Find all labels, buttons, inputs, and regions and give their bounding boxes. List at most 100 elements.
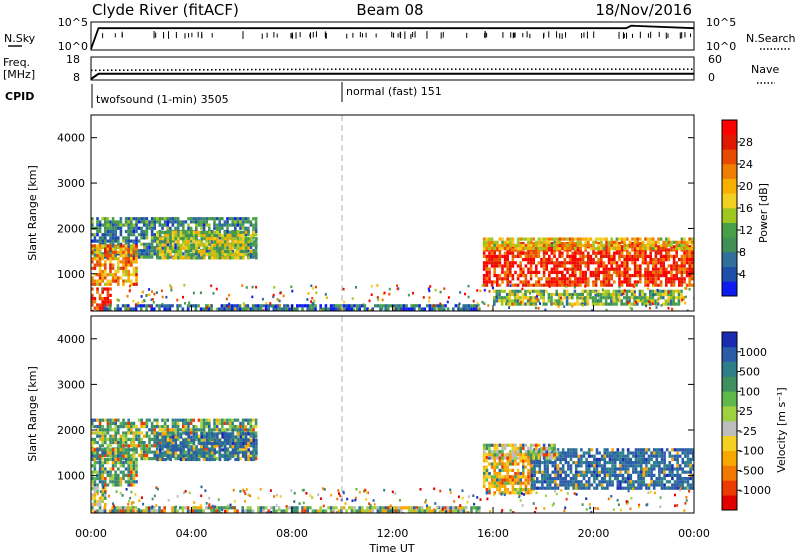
rti-cell	[109, 242, 112, 246]
rti-cell	[572, 473, 575, 477]
rti-cell	[117, 480, 120, 484]
rti-cell	[247, 233, 250, 237]
rti-cell	[106, 282, 110, 286]
rti-cell	[633, 299, 636, 303]
rti-cell	[182, 220, 185, 224]
rti-cell	[620, 289, 623, 293]
rti-cell	[633, 240, 637, 244]
rti-cell	[197, 428, 201, 432]
rti-cell	[221, 243, 224, 247]
rti-cell	[132, 260, 136, 264]
rti-cell	[218, 256, 222, 260]
rti-cell	[279, 291, 282, 295]
rti-cell	[91, 287, 94, 291]
rti-cell	[135, 464, 138, 468]
rti-cell	[140, 421, 143, 425]
rti-cell	[145, 453, 149, 457]
rti-cell	[96, 425, 99, 429]
rti-cell	[644, 274, 647, 278]
rti-cell	[111, 226, 115, 230]
power-ytick-label: 3000	[57, 177, 85, 190]
rti-cell	[600, 240, 603, 244]
rti-cell	[654, 292, 657, 297]
rti-cell	[407, 509, 411, 513]
rti-cell	[210, 237, 214, 241]
rti-cell	[332, 506, 335, 510]
rti-cell	[140, 307, 143, 311]
rti-cell	[598, 464, 601, 468]
rti-cell	[493, 274, 496, 278]
rti-cell	[548, 480, 552, 484]
rti-cell	[325, 296, 328, 300]
rti-cell	[208, 246, 211, 250]
rti-cell	[620, 261, 624, 265]
rti-cell	[610, 243, 613, 248]
rti-cell	[587, 251, 590, 255]
rti-cell	[150, 450, 154, 454]
rti-cell	[358, 506, 361, 510]
rti-cell	[132, 437, 136, 441]
rti-cell	[607, 243, 611, 248]
rti-cell	[203, 249, 206, 254]
rti-cell	[482, 280, 486, 284]
rti-cell	[228, 428, 232, 432]
rti-cell	[604, 289, 608, 293]
rti-cell	[524, 491, 528, 495]
rti-cell	[259, 304, 263, 308]
rti-cell	[574, 254, 577, 258]
rti-cell	[234, 441, 237, 446]
rti-cell	[569, 451, 573, 455]
rti-cell	[594, 291, 597, 295]
rti-cell	[573, 285, 576, 289]
rti-cell	[683, 240, 686, 244]
rti-cell	[587, 451, 591, 455]
rti-cell	[529, 258, 533, 262]
rti-cell	[132, 448, 136, 452]
rti-cell	[145, 421, 149, 425]
rti-cell	[509, 491, 512, 495]
rti-cell	[667, 302, 670, 306]
rti-cell	[482, 277, 486, 281]
rti-cell	[446, 300, 449, 304]
rti-cell	[190, 457, 193, 462]
rti-cell	[163, 418, 167, 422]
rti-cell	[584, 261, 587, 265]
rti-cell	[485, 475, 489, 479]
rti-cell	[574, 243, 577, 248]
rti-cell	[200, 253, 204, 257]
rti-cell	[247, 217, 250, 221]
rti-cell	[672, 240, 676, 244]
rti-cell	[553, 237, 556, 241]
rti-cell	[384, 506, 387, 510]
rti-cell	[114, 483, 117, 487]
rti-cell	[563, 296, 566, 300]
rti-cell	[508, 302, 512, 306]
rti-cell	[116, 506, 120, 510]
rti-cell	[252, 457, 256, 462]
rti-cell	[366, 506, 369, 510]
rti-cell	[530, 477, 534, 481]
rti-cell	[273, 307, 276, 310]
rti-cell	[506, 251, 509, 255]
rti-cell	[482, 472, 486, 476]
rti-cell	[132, 266, 136, 270]
rti-cell	[241, 428, 245, 432]
rti-cell	[153, 509, 156, 513]
rti-cell	[352, 308, 355, 311]
rti-cell	[98, 229, 102, 234]
rti-cell	[620, 254, 624, 258]
rti-cell	[546, 483, 549, 487]
rti-cell	[93, 457, 97, 461]
rti-cell	[122, 457, 125, 461]
rti-cell	[96, 273, 99, 277]
rti-cell	[509, 261, 512, 265]
rti-cell	[559, 480, 562, 484]
rti-cell	[158, 230, 162, 234]
rti-cell	[119, 250, 123, 254]
rti-cell	[176, 437, 180, 441]
rti-cell	[620, 274, 624, 278]
rti-cell	[680, 274, 684, 278]
rti-cell	[581, 274, 585, 278]
rti-cell	[117, 437, 120, 441]
rti-cell	[519, 472, 522, 476]
